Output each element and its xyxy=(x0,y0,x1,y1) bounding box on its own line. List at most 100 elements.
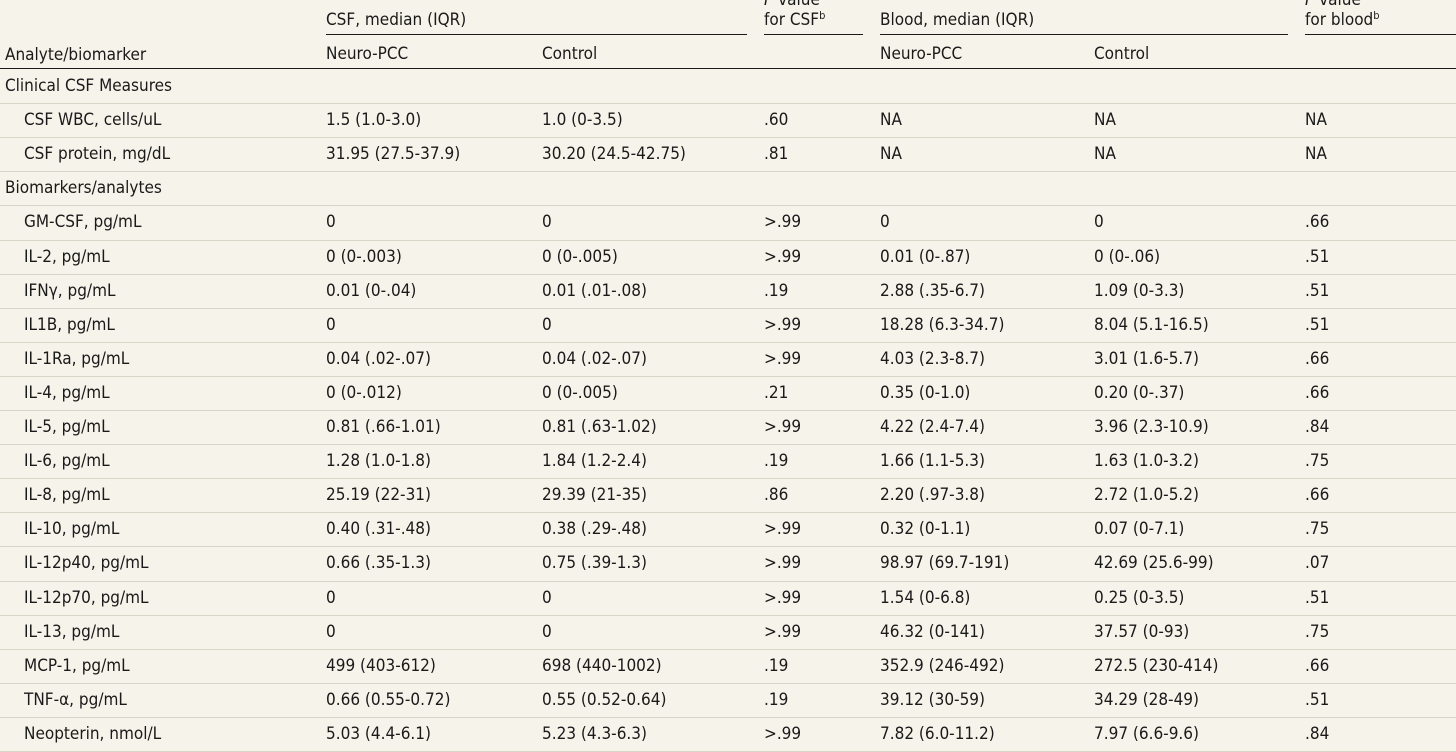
p-csf-cell: .19 xyxy=(764,280,789,301)
csf-control-cell: 698 (440-1002) xyxy=(542,655,662,676)
csf-neuro-pcc-cell: 5.03 (4.4-6.1) xyxy=(326,723,431,744)
csf-neuro-pcc-cell: 0 xyxy=(326,621,336,642)
p-csf-cell: .19 xyxy=(764,655,789,676)
blood-control-cell: 0.07 (0-7.1) xyxy=(1094,519,1185,540)
blood-control-cell: 37.57 (0-93) xyxy=(1094,621,1190,642)
p-blood-cell: .75 xyxy=(1305,451,1330,472)
p-csf-cell: >.99 xyxy=(764,417,802,437)
blood-neuro-pcc-cell: 4.03 (2.3-8.7) xyxy=(880,348,985,369)
analyte-cell: IL-8, pg/mL xyxy=(24,485,110,506)
blood-control-cell: NA xyxy=(1094,144,1116,165)
analyte-cell: IL-1Ra, pg/mL xyxy=(24,348,130,369)
blood-control-cell: 1.63 (1.0-3.2) xyxy=(1094,451,1199,472)
p-blood-cell: .75 xyxy=(1305,519,1330,540)
p-blood-cell: .66 xyxy=(1305,655,1330,676)
p-csf-cell: >.99 xyxy=(764,519,802,540)
row-divider xyxy=(0,716,1456,718)
p-csf-cell: >.99 xyxy=(764,314,802,335)
p-csf-header: P value for CSFb xyxy=(764,0,826,30)
header-bottom-rule xyxy=(0,68,1456,69)
p-csf-cell: >.99 xyxy=(764,246,802,267)
csf-control-cell: 0 xyxy=(542,212,552,233)
analyte-cell: IL-13, pg/mL xyxy=(24,621,120,642)
blood-neuro-pcc-cell: 98.97 (69.7-191) xyxy=(880,553,1010,574)
blood-neuro-pcc-cell: 4.22 (2.4-7.4) xyxy=(880,417,985,437)
row-divider xyxy=(0,205,1456,207)
csf-control-cell: 0.01 (.01-.08) xyxy=(542,280,647,301)
csf-neuro-pcc-cell: 0 (0-.003) xyxy=(326,246,402,267)
csf-neuro-pcc-cell: 0.81 (.66-1.01) xyxy=(326,417,441,437)
row-divider xyxy=(0,137,1456,139)
csf-group-header: CSF, median (IQR) xyxy=(326,10,467,30)
p-blood-cell: .66 xyxy=(1305,212,1330,233)
p-csf-cell: .19 xyxy=(764,689,789,710)
p-csf-cell: >.99 xyxy=(764,621,802,642)
row-divider xyxy=(0,239,1456,241)
analyte-column-header: Analyte/biomarker xyxy=(5,45,147,65)
analyte-cell: IL-5, pg/mL xyxy=(24,417,110,437)
blood-control-cell: 3.01 (1.6-5.7) xyxy=(1094,348,1199,369)
row-divider xyxy=(0,444,1456,446)
blood-neuro-pcc-cell: 46.32 (0-141) xyxy=(880,621,985,642)
csf-control-cell: 0 xyxy=(542,587,552,608)
p-blood-underline xyxy=(1305,34,1456,35)
csf-control-cell: 1.0 (0-3.5) xyxy=(542,110,623,131)
analyte-cell: TNF-α, pg/mL xyxy=(24,689,127,710)
analyte-cell: GM-CSF, pg/mL xyxy=(24,212,142,233)
p-csf-cell: >.99 xyxy=(764,348,802,369)
csf-control-cell: 0.55 (0.52-0.64) xyxy=(542,689,667,710)
csf-control-cell: 0 xyxy=(542,621,552,642)
csf-neuro-pcc-cell: 0.66 (0.55-0.72) xyxy=(326,689,451,710)
section-title: Clinical CSF Measures xyxy=(5,76,173,96)
blood-neuro-pcc-cell: 0.01 (0-.87) xyxy=(880,246,971,267)
csf-neuro-pcc-cell: 0 xyxy=(326,587,336,608)
blood-control-cell: NA xyxy=(1094,110,1116,131)
csf-control-cell: 0 (0-.005) xyxy=(542,382,618,403)
csf-control-cell: 5.23 (4.3-6.3) xyxy=(542,723,647,744)
p-csf-cell: .21 xyxy=(764,382,789,403)
p-blood-cell: NA xyxy=(1305,110,1327,131)
row-divider xyxy=(0,546,1456,548)
blood-neuro-pcc-cell: 2.20 (.97-3.8) xyxy=(880,485,985,506)
blood-neuro-pcc-cell: NA xyxy=(880,144,902,165)
csf-neuro-pcc-cell: 0.66 (.35-1.3) xyxy=(326,553,431,574)
p-blood-cell: .66 xyxy=(1305,348,1330,369)
csf-control-cell: 30.20 (24.5-42.75) xyxy=(542,144,686,165)
p-csf-cell: .60 xyxy=(764,110,789,131)
blood-control-cell: 42.69 (25.6-99) xyxy=(1094,553,1214,574)
row-divider xyxy=(0,375,1456,377)
row-divider xyxy=(0,273,1456,275)
blood-neuro-pcc-cell: 1.66 (1.1-5.3) xyxy=(880,451,985,472)
p-blood-cell: .07 xyxy=(1305,553,1330,574)
row-divider xyxy=(0,682,1456,684)
blood-control-cell: 34.29 (28-49) xyxy=(1094,689,1199,710)
csf-group-underline xyxy=(326,34,747,35)
p-blood-header: P value for bloodb xyxy=(1305,0,1380,30)
blood-neuro-pcc-cell: 352.9 (246-492) xyxy=(880,655,1005,676)
csf-neuro-pcc-cell: 0 (0-.012) xyxy=(326,382,402,403)
row-divider xyxy=(0,478,1456,480)
csf-control-cell: 0.81 (.63-1.02) xyxy=(542,417,657,437)
analyte-cell: CSF WBC, cells/uL xyxy=(24,110,162,131)
blood-control-cell: 3.96 (2.3-10.9) xyxy=(1094,417,1209,437)
p-blood-cell: .84 xyxy=(1305,723,1330,744)
csf-control-cell: 0 (0-.005) xyxy=(542,246,618,267)
p-csf-cell: .19 xyxy=(764,451,789,472)
analyte-cell: Neopterin, nmol/L xyxy=(24,723,162,744)
blood-control-cell: 0.20 (0-.37) xyxy=(1094,382,1185,403)
blood-neuro-pcc-cell: 39.12 (30-59) xyxy=(880,689,985,710)
csf-control-cell: 0.04 (.02-.07) xyxy=(542,348,647,369)
blood-neuro-pcc-cell: 2.88 (.35-6.7) xyxy=(880,280,985,301)
analyte-cell: CSF protein, mg/dL xyxy=(24,144,171,165)
blood-control-cell: 0 xyxy=(1094,212,1104,233)
blood-neuro-pcc-cell: 1.54 (0-6.8) xyxy=(880,587,971,608)
row-divider xyxy=(0,648,1456,650)
blood-control-cell: 8.04 (5.1-16.5) xyxy=(1094,314,1209,335)
p-blood-cell: .51 xyxy=(1305,280,1330,301)
p-csf-cell: .86 xyxy=(764,485,789,506)
p-csf-cell: .81 xyxy=(764,144,789,165)
p-csf-cell: >.99 xyxy=(764,212,802,233)
blood-neuro-pcc-cell: NA xyxy=(880,110,902,131)
csf-neuro-pcc-cell: 31.95 (27.5-37.9) xyxy=(326,144,461,165)
